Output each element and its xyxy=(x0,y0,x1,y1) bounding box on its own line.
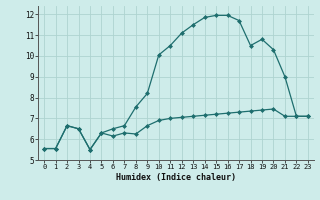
X-axis label: Humidex (Indice chaleur): Humidex (Indice chaleur) xyxy=(116,173,236,182)
